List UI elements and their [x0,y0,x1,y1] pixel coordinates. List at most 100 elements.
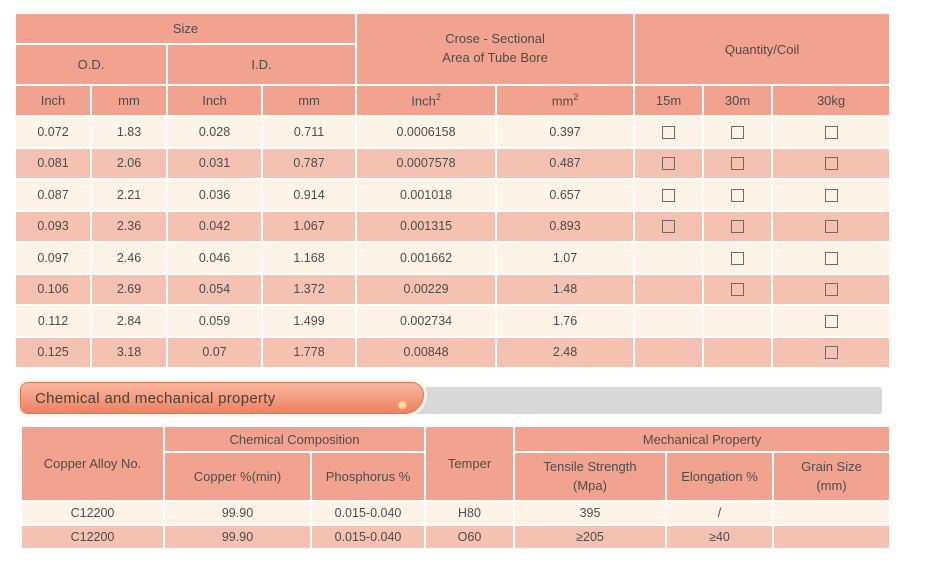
area-mm2-cell: 0.487 [495,146,636,180]
quantity-30m-cell [702,335,774,369]
area-inch2-cell: 0.002734 [355,304,498,338]
od-mm-cell: 2.36 [90,209,168,243]
quantity-checkbox[interactable] [662,125,676,139]
id-mm-cell: 0.914 [260,178,358,212]
quantity-checkbox[interactable] [731,283,745,297]
area-mm2-cell: 2.48 [495,335,636,369]
quantity-checkbox[interactable] [824,314,838,328]
area-inch2-cell: 0.00848 [355,335,498,369]
od-inch-cell: 0.106 [14,272,92,306]
quantity-30kg-cell [771,209,892,243]
quantity-30m-cell [702,146,774,180]
elongation-cell: ≥40 [665,524,774,550]
quantity-checkbox[interactable] [731,188,745,202]
id-inch-cell: 0.059 [166,304,263,338]
id-mm-cell: 1.067 [260,209,358,243]
elongation-cell: / [665,500,774,526]
od-header: O.D. [14,43,168,86]
od-mm-cell: 1.83 [90,115,168,149]
id-inch-header: Inch [166,84,263,117]
table-row: C12200 99.90 0.015-0.040 H80 395/ [20,500,892,526]
od-mm-cell: 2.46 [90,241,168,275]
mechanical-property-header: Mechanical Property [512,425,892,453]
cross-sectional-line2: Area of Tube Bore [442,50,548,65]
size-table: Size Crose - Sectional Area of Tube Bore… [13,12,892,369]
area-mm2-header: mm2 [495,84,636,117]
section-title: Chemical and mechanical property [35,389,276,407]
table-row: 0.093 2.36 0.042 1.067 0.001315 0.893 [14,209,892,243]
od-inch-header: Inch [14,84,92,117]
quantity-checkbox[interactable] [824,220,838,234]
table-row: 0.125 3.18 0.07 1.778 0.00848 2.48 [14,335,892,369]
area-inch2-cell: 0.0006158 [355,115,498,149]
id-mm-cell: 1.499 [260,304,358,338]
quantity-checkbox[interactable] [662,188,676,202]
quantity-checkbox[interactable] [824,251,838,265]
table-row: 0.112 2.84 0.059 1.499 0.002734 1.76 [14,304,892,338]
superscript-2: 2 [435,92,441,103]
quantity-checkbox[interactable] [824,157,838,171]
quantity-30m-header: 30m [702,84,774,117]
area-inch2-cell: 0.001662 [355,241,498,275]
id-header: I.D. [165,43,358,86]
quantity-checkbox[interactable] [662,157,676,171]
temper-header: Temper [424,425,515,502]
quantity-checkbox[interactable] [731,220,745,234]
copper-pct-cell: 99.90 [163,500,312,526]
header-row-3: Inch mm Inch mm Inch2 mm2 15m 30m 30kg [14,84,892,117]
quantity-checkbox[interactable] [662,220,676,234]
quantity-checkbox[interactable] [731,125,745,139]
table-row: 0.072 1.83 0.028 0.711 0.0006158 0.397 [14,115,892,149]
quantity-30kg-cell [771,304,892,338]
id-inch-cell: 0.028 [166,115,263,149]
quantity-30m-cell [702,241,774,275]
sparkle-icon [398,401,407,410]
quantity-15m-cell [633,241,705,275]
prop-header-row-1: Copper Alloy No. Chemical Composition Te… [20,425,892,502]
quantity-30m-cell [702,209,774,243]
quantity-checkbox[interactable] [824,283,838,297]
elongation-header: Elongation % [665,451,774,502]
od-mm-cell: 2.21 [90,178,168,212]
id-mm-cell: 1.778 [260,335,358,369]
property-table: Copper Alloy No. Chemical Composition Te… [20,425,892,550]
quantity-checkbox[interactable] [824,125,838,139]
header-row-1: Size Crose - Sectional Area of Tube Bore… [13,12,892,86]
area-mm2-cell: 0.657 [495,178,636,212]
quantity-checkbox[interactable] [731,157,745,171]
od-mm-cell: 2.69 [90,272,168,306]
area-mm2-cell: 0.397 [495,115,636,149]
tensile-strength-header: Tensile Strength (Mpa) [513,451,667,502]
id-inch-cell: 0.046 [166,241,263,275]
quantity-30kg-cell [771,178,892,212]
quantity-checkbox[interactable] [824,346,838,360]
area-mm2-cell: 1.48 [495,272,636,306]
quantity-15m-cell [633,272,705,306]
od-inch-cell: 0.097 [14,241,92,275]
id-inch-cell: 0.031 [166,146,263,180]
quantity-checkbox[interactable] [731,251,745,265]
quantity-15m-cell [633,304,705,338]
table-row: 0.087 2.21 0.036 0.914 0.001018 0.657 [14,178,892,212]
copper-pct-header: Copper %(min) [163,451,312,502]
od-inch-cell: 0.112 [14,304,92,338]
id-mm-header: mm [260,84,358,117]
copper-alloy-header: Copper Alloy No. [20,425,165,502]
id-mm-cell: 1.372 [260,272,358,306]
area-inch2-cell: 0.0007578 [355,146,498,180]
grain-size-cell [771,524,892,550]
temper-cell: H80 [424,500,515,526]
id-mm-cell: 0.711 [260,115,358,149]
grain-size-cell [771,500,892,526]
area-mm2-cell: 0.893 [495,209,636,243]
phosphorus-cell: 0.015-0.040 [310,500,426,526]
section-banner: Chemical and mechanical property [20,382,424,414]
prop-header-row-2: Copper %(min) Phosphorus % Tensile Stren… [21,451,892,502]
copper-alloy-cell: C12200 [20,524,165,550]
tensile-strength-cell: ≥205 [513,524,667,550]
quantity-30kg-cell [771,115,892,149]
quantity-checkbox[interactable] [824,188,838,202]
quantity-30m-cell [702,178,774,212]
phosphorus-cell: 0.015-0.040 [310,524,426,550]
table-row: 0.106 2.69 0.054 1.372 0.00229 1.48 [14,272,892,306]
